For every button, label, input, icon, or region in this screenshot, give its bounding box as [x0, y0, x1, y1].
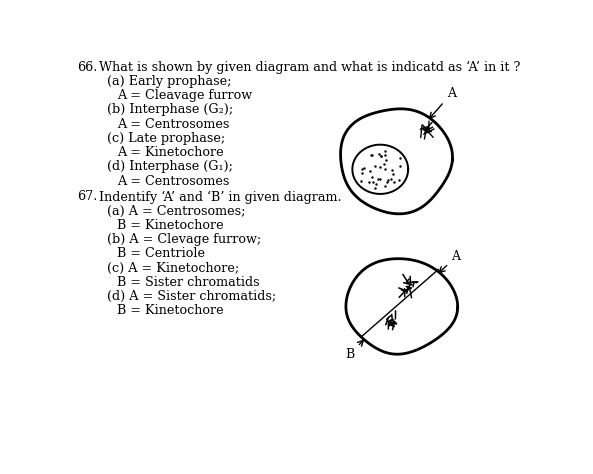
Text: B = Kinetochore: B = Kinetochore: [117, 219, 224, 232]
Text: B = Sister chromatids: B = Sister chromatids: [117, 276, 259, 289]
Text: A = Cleavage furrow: A = Cleavage furrow: [117, 89, 252, 102]
Text: A = Centrosomes: A = Centrosomes: [117, 118, 229, 131]
Text: (b) A = Clevage furrow;: (b) A = Clevage furrow;: [107, 233, 261, 246]
Text: What is shown by given diagram and what is indicatd as ‘A’ in it ?: What is shown by given diagram and what …: [99, 61, 520, 74]
Text: (c) Late prophase;: (c) Late prophase;: [107, 132, 225, 145]
Text: (d) Interphase (G₁);: (d) Interphase (G₁);: [107, 160, 232, 173]
Text: (a) A = Centrosomes;: (a) A = Centrosomes;: [107, 205, 245, 218]
Text: A = Centrosomes: A = Centrosomes: [117, 175, 229, 188]
Text: B: B: [345, 340, 364, 361]
Text: (c) A = Kinetochore;: (c) A = Kinetochore;: [107, 262, 239, 275]
Text: (d) A = Sister chromatids;: (d) A = Sister chromatids;: [107, 290, 276, 303]
Text: 66.: 66.: [77, 61, 98, 74]
Text: (b) Interphase (G₂);: (b) Interphase (G₂);: [107, 103, 233, 117]
Text: B = Kinetochore: B = Kinetochore: [117, 304, 224, 318]
Text: Indentify ‘A’ and ‘B’ in given diagram.: Indentify ‘A’ and ‘B’ in given diagram.: [99, 191, 342, 204]
Text: B = Centriole: B = Centriole: [117, 247, 205, 260]
Text: A: A: [439, 250, 461, 273]
Text: A = Kinetochore: A = Kinetochore: [117, 146, 224, 159]
Text: A: A: [429, 87, 456, 118]
Text: 67.: 67.: [77, 191, 98, 203]
Text: (a) Early prophase;: (a) Early prophase;: [107, 75, 231, 88]
